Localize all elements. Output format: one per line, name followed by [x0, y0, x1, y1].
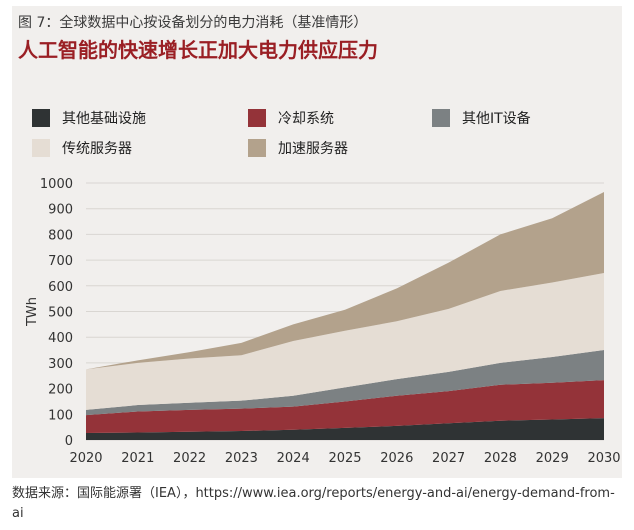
- y-tick-label: 500: [48, 306, 73, 321]
- y-tick-label: 600: [48, 280, 73, 295]
- legend-item-other-it: 其他IT设备: [432, 108, 531, 128]
- legend-swatch-other-it: [432, 109, 450, 127]
- y-tick-label: 200: [48, 383, 73, 398]
- y-tick-label: 800: [48, 228, 73, 243]
- x-tick-label: 2022: [173, 451, 206, 466]
- legend-swatch-cooling: [248, 109, 266, 127]
- x-tick-label: 2021: [121, 451, 154, 466]
- data-source: 数据来源：国际能源署（IEA），https://www.iea.org/repo…: [12, 486, 615, 521]
- x-tick-label: 2029: [536, 451, 569, 466]
- legend-item-conventional-servers: 传统服务器: [32, 138, 132, 158]
- x-tick-label: 2027: [432, 451, 465, 466]
- x-tick-label: 2030: [587, 451, 620, 466]
- legend-item-other-infra: 其他基础设施: [32, 108, 146, 128]
- area-series-accelerated-servers: [86, 191, 604, 370]
- x-tick-label: 2026: [380, 451, 413, 466]
- legend-item-cooling: 冷却系统: [248, 108, 334, 128]
- legend-label-cooling: 冷却系统: [278, 111, 334, 127]
- y-tick-label: 700: [48, 254, 73, 269]
- y-tick-label: 400: [48, 331, 73, 346]
- y-tick-label: 300: [48, 357, 73, 372]
- legend-label-other-it: 其他IT设备: [462, 111, 531, 127]
- area-series-cooling: [86, 380, 604, 434]
- area-series-other-infra: [86, 418, 604, 440]
- y-tick-label: 0: [65, 434, 73, 449]
- y-tick-label: 1000: [40, 177, 73, 192]
- legend-label-accelerated-servers: 加速服务器: [278, 141, 348, 157]
- x-tick-label: 2023: [225, 451, 258, 466]
- legend-swatch-accelerated-servers: [248, 139, 266, 157]
- x-tick-label: 2024: [277, 451, 310, 466]
- y-tick-label: 100: [48, 408, 73, 423]
- figure-label: 图 7：全球数据中心按设备划分的电力消耗（基准情形）: [18, 15, 368, 31]
- area-chart: 0 100 200 300 400 500 600 700 800 900 1000 2020 2021…: [25, 177, 621, 466]
- y-axis-label: TWh: [25, 297, 40, 327]
- area-series-conventional-servers: [86, 272, 604, 410]
- chart-title: 人工智能的快速增长正加大电力供应压力: [18, 38, 378, 62]
- legend-swatch-conventional-servers: [32, 139, 50, 157]
- legend-item-accelerated-servers: 加速服务器: [248, 138, 348, 158]
- area-series-other-it: [86, 350, 604, 416]
- y-tick-label: 900: [48, 203, 73, 218]
- legend-label-other-infra: 其他基础设施: [62, 111, 146, 127]
- x-tick-label: 2020: [69, 451, 102, 466]
- x-tick-label: 2028: [484, 451, 517, 466]
- x-tick-label: 2025: [328, 451, 361, 466]
- legend-label-conventional-servers: 传统服务器: [62, 141, 132, 157]
- legend-swatch-other-infra: [32, 109, 50, 127]
